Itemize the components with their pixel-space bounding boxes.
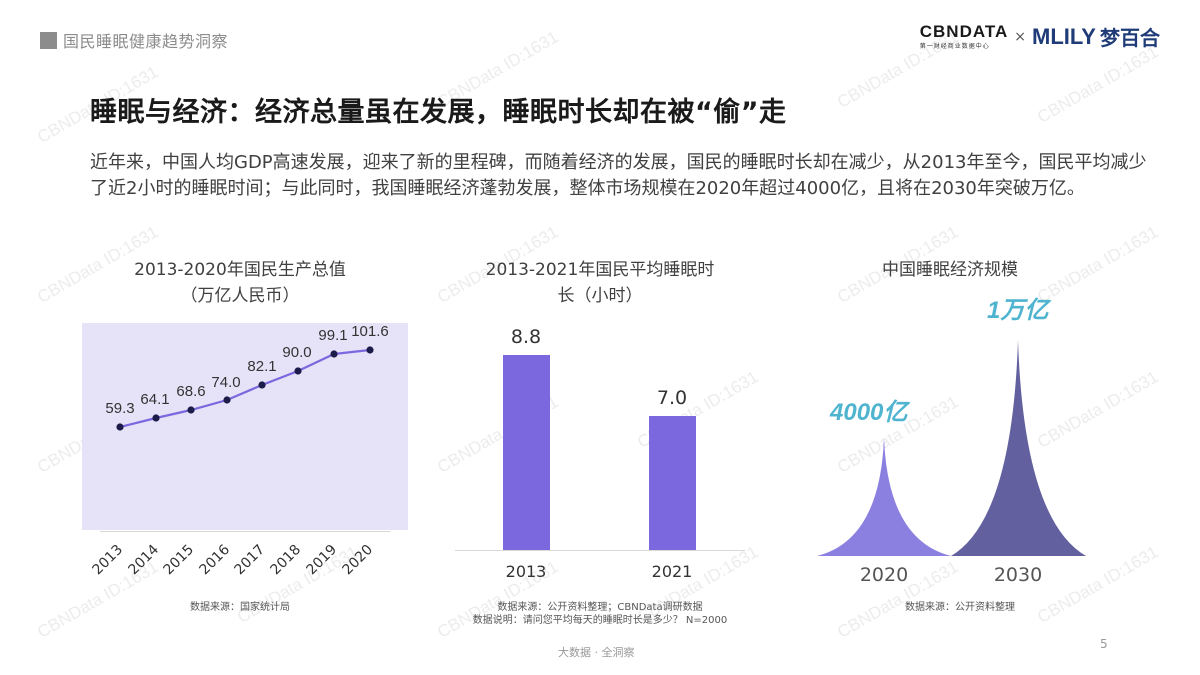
gdp-value-label: 99.1 — [318, 327, 347, 344]
economy-x-tick: 2030 — [993, 564, 1043, 586]
section-square-icon — [40, 31, 57, 49]
gdp-chart-title-line1: 2013-2020年国民生产总值 — [134, 260, 346, 280]
gdp-chart-plot-area — [82, 323, 408, 530]
gdp-value-label: 101.6 — [351, 323, 389, 340]
gdp-marker — [116, 423, 124, 431]
sleep-bar-2021 — [649, 416, 696, 550]
gdp-line — [119, 348, 371, 429]
sleep-x-tick: 2013 — [505, 562, 547, 581]
gdp-value-label: 68.6 — [176, 383, 205, 400]
page-description: 近年来，中国人均GDP高速发展，迎来了新的里程碑，而随着经济的发展，国民的睡眠时… — [90, 152, 1147, 199]
sleep-chart-axis — [455, 550, 745, 551]
gdp-value-label: 74.0 — [211, 374, 240, 391]
sleep-x-tick: 2021 — [651, 562, 693, 581]
gdp-value-label: 82.1 — [247, 358, 276, 375]
sleep-bar-2013 — [503, 355, 550, 550]
gdp-value-label: 90.0 — [282, 344, 311, 361]
page-number: 5 — [1100, 637, 1108, 651]
gdp-markers — [116, 346, 374, 431]
sleep-chart-title-line2: 长（小时） — [557, 286, 643, 306]
economy-chart-source: 数据来源：公开资料整理 — [905, 602, 1015, 613]
gdp-marker — [294, 367, 302, 375]
sleep-chart-source-line2: 数据说明：请问您平均每天的睡眠时长是多少？ N=2000 — [472, 615, 728, 626]
sleep-chart-source-line1: 数据来源：公开资料整理；CBNData调研数据 — [497, 602, 703, 613]
economy-chart-title: 中国睡眠经济规模 — [882, 260, 1018, 280]
section-tag-label: 国民睡眠健康趋势洞察 — [63, 32, 229, 51]
gdp-marker — [366, 346, 374, 354]
mlily-logo-chinese: 梦百合 — [1100, 26, 1160, 50]
cbndata-logo-subtitle: 第一财经商业数据中心 — [919, 43, 990, 50]
gdp-value-label: 64.1 — [140, 391, 169, 408]
sleep-chart-title: 2013-2021年国民平均睡眠时 长（小时） — [460, 257, 740, 309]
economy-spike-2030 — [951, 340, 1086, 556]
cbndata-logo: CBNDATA 第一财经商业数据中心 — [919, 22, 1009, 51]
economy-spike-2020 — [817, 438, 951, 556]
footer-tagline: 大数据 · 全洞察 — [558, 646, 635, 659]
brand-logos: CBNDATA 第一财经商业数据中心 × MLILY 梦百合 — [920, 22, 1160, 51]
gdp-chart-title-line2: （万亿人民币） — [180, 286, 300, 306]
gdp-chart-axis — [100, 531, 390, 532]
sleep-bar-value: 7.0 — [656, 387, 688, 409]
section-tag: 国民睡眠健康趋势洞察 — [40, 28, 228, 52]
gdp-chart-title: 2013-2020年国民生产总值 （万亿人民币） — [90, 257, 390, 309]
gdp-chart-source: 数据来源：国家统计局 — [190, 602, 290, 613]
sleep-chart-source: 数据来源：公开资料整理；CBNData调研数据 数据说明：请问您平均每天的睡眠时… — [440, 601, 760, 627]
economy-value-label-2020: 4000亿 — [830, 399, 908, 426]
sleep-chart-title-line1: 2013-2021年国民平均睡眠时 — [485, 260, 715, 280]
cbndata-logo-text: CBNDATA — [919, 22, 1009, 41]
gdp-marker — [330, 350, 338, 358]
gdp-marker — [152, 414, 160, 422]
economy-x-tick: 2020 — [859, 564, 909, 586]
collab-times-icon: × — [1014, 28, 1027, 45]
gdp-marker — [187, 406, 195, 414]
gdp-marker — [223, 396, 231, 404]
gdp-value-label: 59.3 — [105, 400, 134, 417]
sleep-bar-value: 8.8 — [510, 326, 542, 348]
economy-value-label-2030: 1万亿 — [987, 297, 1049, 324]
gdp-marker — [258, 381, 266, 389]
page-title: 睡眠与经济：经济总量虽在发展，睡眠时长却在被“偷”走 — [90, 97, 787, 128]
mlily-logo-text: MLILY — [1032, 23, 1096, 49]
